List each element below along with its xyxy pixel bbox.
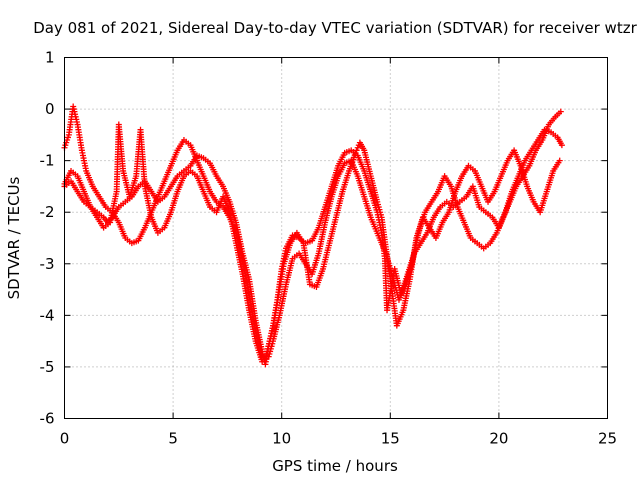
y-tick-label: -1	[40, 152, 55, 170]
y-tick-label: -3	[40, 255, 55, 273]
x-tick-label: 25	[598, 430, 617, 448]
point-marker-track-b	[556, 157, 563, 164]
x-tick-label: 10	[272, 430, 291, 448]
x-tick-label: 20	[489, 430, 508, 448]
plot-frame	[64, 57, 608, 419]
y-tick-label: -2	[40, 203, 55, 221]
x-axis-label: GPS time / hours	[272, 457, 398, 475]
point-marker-track-a	[558, 142, 565, 149]
y-tick-label: 1	[45, 49, 55, 67]
grid-lines	[64, 57, 608, 419]
point-marker-track-c	[557, 108, 564, 115]
y-axis-label: SDTVAR / TECUs	[5, 176, 23, 299]
y-tick-label: -6	[40, 410, 55, 428]
x-tick-label: 15	[381, 430, 400, 448]
chart-title: Day 081 of 2021, Sidereal Day-to-day VTE…	[33, 19, 637, 37]
x-tick-label: 5	[168, 430, 178, 448]
y-tick-label: 0	[45, 100, 55, 118]
y-tick-label: -5	[40, 358, 55, 376]
data-marks	[61, 103, 565, 368]
x-tick-label: 0	[60, 430, 70, 448]
y-tick-label: -4	[40, 306, 55, 324]
